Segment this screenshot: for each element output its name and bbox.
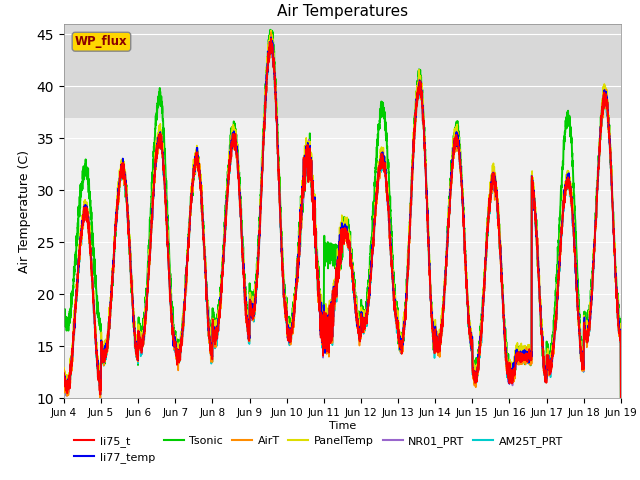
Line: PanelTemp: PanelTemp bbox=[64, 31, 621, 398]
li77_temp bbox=[268, 35, 275, 40]
li77_temp bbox=[617, 396, 625, 401]
NR01_PRT bbox=[60, 370, 68, 376]
Line: li75_t: li75_t bbox=[64, 38, 621, 398]
Line: AirT: AirT bbox=[64, 32, 621, 398]
AM25T_PRT bbox=[60, 369, 68, 375]
li77_temp bbox=[322, 325, 330, 331]
li75_t bbox=[60, 371, 68, 376]
Title: Air Temperatures: Air Temperatures bbox=[277, 4, 408, 19]
PanelTemp bbox=[322, 323, 330, 329]
Tsonic bbox=[617, 396, 625, 401]
Tsonic bbox=[499, 295, 507, 301]
NR01_PRT bbox=[499, 294, 507, 300]
Tsonic bbox=[436, 334, 444, 340]
li75_t bbox=[617, 396, 625, 401]
AM25T_PRT bbox=[467, 341, 475, 347]
li75_t bbox=[616, 334, 624, 339]
NR01_PRT bbox=[467, 336, 475, 342]
Y-axis label: Air Temperature (C): Air Temperature (C) bbox=[18, 150, 31, 273]
AirT bbox=[268, 29, 275, 35]
AirT bbox=[60, 367, 68, 372]
AirT bbox=[161, 176, 168, 181]
AM25T_PRT bbox=[617, 396, 625, 401]
AirT bbox=[616, 337, 624, 343]
AM25T_PRT bbox=[616, 333, 624, 338]
PanelTemp bbox=[617, 396, 625, 401]
Legend: li75_t, li77_temp, Tsonic, AirT, PanelTemp, NR01_PRT, AM25T_PRT: li75_t, li77_temp, Tsonic, AirT, PanelTe… bbox=[70, 432, 568, 468]
NR01_PRT bbox=[617, 396, 625, 401]
AM25T_PRT bbox=[436, 338, 444, 344]
Line: NR01_PRT: NR01_PRT bbox=[64, 40, 621, 398]
AirT bbox=[97, 396, 104, 401]
li75_t bbox=[436, 333, 444, 339]
Tsonic bbox=[267, 27, 275, 33]
NR01_PRT bbox=[268, 37, 275, 43]
AirT bbox=[468, 340, 476, 346]
Line: Tsonic: Tsonic bbox=[64, 30, 621, 398]
NR01_PRT bbox=[160, 172, 168, 178]
PanelTemp bbox=[616, 331, 624, 337]
AirT bbox=[322, 313, 330, 319]
AirT bbox=[499, 303, 507, 309]
Tsonic bbox=[467, 348, 475, 354]
Line: AM25T_PRT: AM25T_PRT bbox=[64, 36, 621, 398]
Tsonic bbox=[60, 318, 68, 324]
li75_t bbox=[160, 169, 168, 175]
X-axis label: Time: Time bbox=[329, 421, 356, 431]
li77_temp bbox=[499, 292, 507, 298]
Tsonic bbox=[616, 319, 624, 325]
NR01_PRT bbox=[616, 326, 624, 332]
AirT bbox=[617, 396, 625, 401]
PanelTemp bbox=[160, 168, 168, 173]
li77_temp bbox=[467, 330, 475, 336]
AM25T_PRT bbox=[499, 300, 507, 306]
li75_t bbox=[322, 330, 330, 336]
PanelTemp bbox=[60, 365, 68, 371]
PanelTemp bbox=[268, 28, 275, 34]
li77_temp bbox=[160, 176, 168, 181]
PanelTemp bbox=[499, 287, 507, 292]
li75_t bbox=[499, 298, 507, 304]
li77_temp bbox=[616, 331, 624, 336]
Tsonic bbox=[322, 246, 330, 252]
li77_temp bbox=[60, 371, 68, 376]
NR01_PRT bbox=[436, 337, 444, 343]
PanelTemp bbox=[436, 329, 444, 335]
Bar bbox=[64, 24, 621, 118]
Tsonic bbox=[160, 132, 168, 138]
li75_t bbox=[467, 341, 475, 347]
PanelTemp bbox=[467, 329, 475, 335]
AirT bbox=[436, 338, 444, 344]
Line: li77_temp: li77_temp bbox=[64, 37, 621, 398]
Text: WP_flux: WP_flux bbox=[75, 35, 128, 48]
AM25T_PRT bbox=[268, 34, 275, 39]
AM25T_PRT bbox=[322, 329, 330, 335]
li77_temp bbox=[436, 335, 444, 341]
NR01_PRT bbox=[322, 331, 330, 336]
AM25T_PRT bbox=[160, 168, 168, 173]
li75_t bbox=[268, 36, 275, 41]
